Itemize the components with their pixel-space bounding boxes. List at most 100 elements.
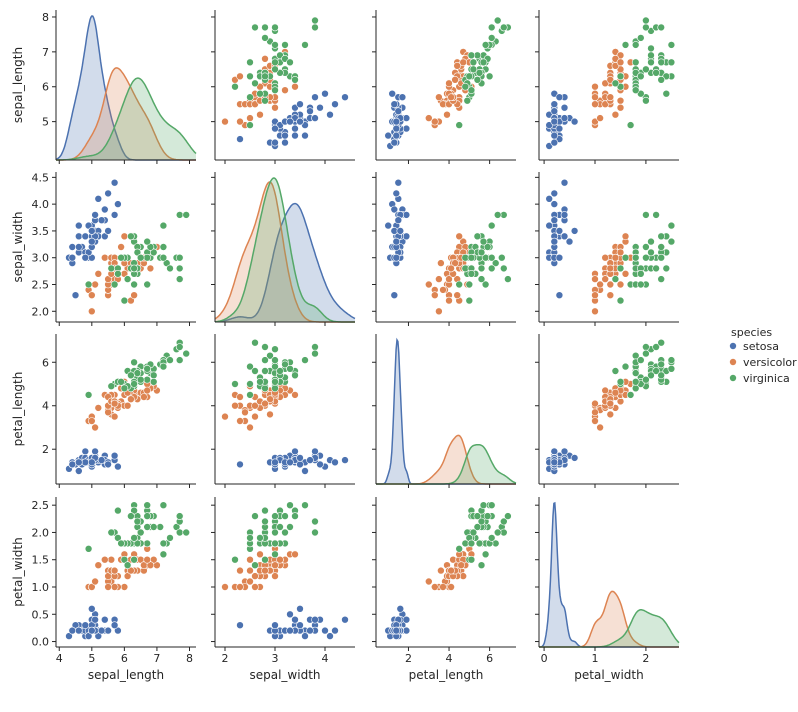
scatter-point-versicolor (236, 417, 244, 425)
scatter-point-versicolor (246, 114, 254, 122)
scatter-point-versicolor (291, 391, 299, 399)
scatter-point-setosa (110, 621, 119, 630)
panel-petal_length-vs-petal_width (535, 334, 679, 488)
scatter-point-versicolor (236, 583, 244, 591)
scatter-point-versicolor (241, 408, 249, 417)
scatter-point-versicolor (611, 388, 620, 397)
scatter-point-versicolor (447, 93, 455, 101)
scatter-point-versicolor (101, 253, 109, 262)
x-tick-label: 4 (322, 652, 329, 665)
scatter-point-virginica (271, 58, 279, 67)
panel-sepal_length-vs-petal_width (535, 10, 679, 164)
scatter-point-versicolor (439, 583, 447, 591)
scatter-point-virginica (251, 512, 259, 520)
scatter-point-versicolor (236, 566, 244, 575)
y-tick-label: 4.0 (32, 198, 50, 211)
panel-petal_length-vs-sepal_width (211, 334, 355, 488)
scatter-point-virginica (467, 555, 476, 564)
scatter-point-virginica (276, 523, 284, 531)
scatter-point-setosa (296, 117, 304, 126)
scatter-point-setosa (271, 458, 279, 467)
scatter-point-setosa (565, 237, 574, 246)
scatter-point-versicolor (447, 583, 455, 591)
scatter-point-virginica (473, 232, 482, 241)
y-tick-label: 2.0 (32, 526, 50, 539)
scatter-point-setosa (281, 138, 289, 147)
scatter-point-virginica (130, 380, 138, 388)
scatter-point-setosa (296, 460, 304, 469)
scatter-point-virginica (175, 253, 184, 262)
scatter-point-virginica (159, 362, 168, 371)
panel-sepal_length-vs-petal_length (372, 10, 516, 164)
scatter-point-virginica (477, 248, 486, 257)
panel-sepal_length-vs-sepal_length: 5 6 7 8 sepal_length (11, 10, 197, 164)
scatter-point-virginica (487, 264, 496, 273)
scatter-point-versicolor (453, 291, 462, 300)
scatter-point-versicolor (445, 296, 453, 305)
scatter-point-virginica (175, 264, 184, 273)
scatter-point-virginica (261, 555, 269, 564)
scatter-point-versicolor (117, 243, 125, 251)
scatter-point-versicolor (110, 399, 119, 408)
scatter-point-virginica (133, 369, 142, 377)
panel-petal_length-vs-sepal_length: 2 4 6 petal_length (11, 334, 196, 488)
scatter-point-versicolor (616, 58, 625, 67)
scatter-point-versicolor (110, 566, 119, 575)
scatter-point-setosa (550, 107, 559, 115)
scatter-point-virginica (271, 528, 279, 537)
scatter-point-setosa (236, 135, 244, 143)
scatter-point-virginica (477, 517, 486, 526)
scatter-point-versicolor (120, 232, 129, 241)
scatter-point-setosa (296, 604, 304, 613)
scatter-point-virginica (271, 550, 279, 559)
scatter-point-virginica (149, 377, 158, 386)
scatter-point-versicolor (236, 72, 244, 81)
scatter-point-virginica (107, 264, 116, 273)
scatter-point-versicolor (291, 550, 299, 559)
y-tick-label: 0.5 (32, 608, 50, 621)
scatter-point-virginica (636, 72, 645, 81)
scatter-point-virginica (626, 121, 635, 129)
scatter-point-setosa (550, 200, 559, 208)
scatter-point-virginica (479, 501, 488, 510)
scatter-point-virginica (657, 58, 666, 67)
scatter-point-setosa (545, 221, 554, 230)
y-tick-label: 4.5 (32, 171, 50, 184)
scatter-point-setosa (81, 253, 90, 262)
scatter-point-virginica (652, 211, 660, 219)
scatter-point-virginica (246, 380, 254, 388)
scatter-point-setosa (331, 100, 339, 108)
scatter-point-virginica (616, 264, 625, 273)
scatter-point-virginica (667, 356, 676, 364)
scatter-point-setosa (271, 138, 279, 147)
kde-fill-virginica (539, 609, 679, 647)
y-tick-label: 6 (42, 356, 49, 369)
scatter-point-versicolor (451, 259, 459, 267)
scatter-point-virginica (231, 555, 239, 564)
scatter-point-versicolor (439, 286, 447, 294)
scatter-point-virginica (504, 275, 512, 283)
scatter-point-versicolor (606, 264, 615, 273)
scatter-point-virginica (117, 377, 125, 386)
scatter-point-virginica (246, 58, 254, 67)
panel-sepal_length-vs-sepal_width (211, 10, 355, 164)
scatter-point-virginica (631, 58, 640, 67)
scatter-point-virginica (504, 512, 512, 520)
scatter-point-versicolor (221, 412, 229, 421)
scatter-point-setosa (110, 178, 119, 187)
scatter-point-virginica (117, 539, 125, 548)
scatter-point-setosa (68, 626, 77, 635)
scatter-point-setosa (75, 243, 83, 251)
scatter-point-virginica (616, 72, 625, 81)
scatter-point-setosa (286, 117, 294, 126)
scatter-point-virginica (499, 23, 508, 32)
scatter-point-versicolor (591, 291, 599, 300)
scatter-point-virginica (647, 237, 655, 246)
scatter-point-virginica (143, 501, 151, 510)
legend-label-setosa: setosa (743, 340, 779, 353)
scatter-point-virginica (246, 534, 254, 542)
scatter-point-setosa (306, 107, 314, 115)
